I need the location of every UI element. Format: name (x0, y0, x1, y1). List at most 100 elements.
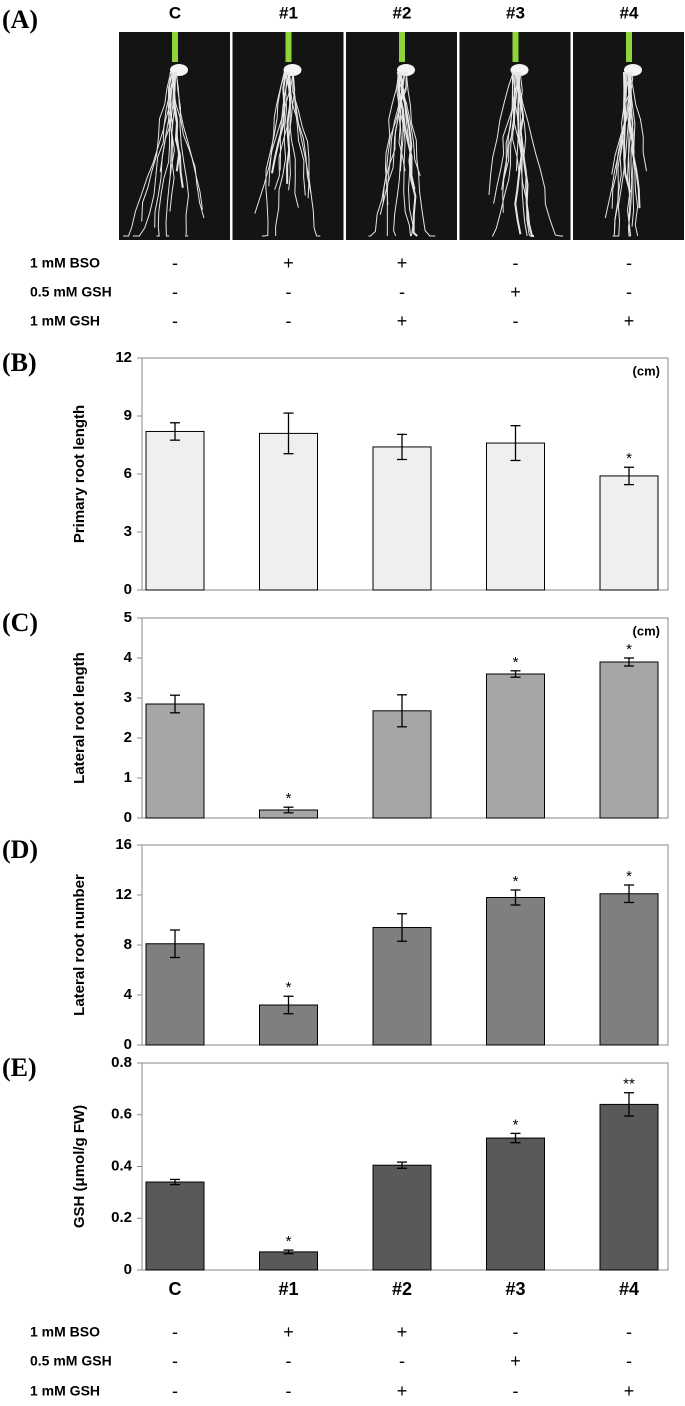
y-tick-label: 12 (115, 886, 132, 903)
bar (599, 475, 659, 591)
y-tick-label: 2 (124, 729, 132, 746)
treatment-mark: + (397, 1381, 408, 1401)
unit-label: (cm) (633, 363, 660, 378)
root (384, 71, 400, 206)
x-tick-label: #1 (278, 1279, 298, 1299)
root (518, 71, 564, 237)
root (168, 71, 173, 175)
root (396, 71, 412, 237)
root (626, 71, 634, 237)
y-tick-label: 5 (124, 609, 132, 626)
root (156, 71, 174, 237)
treatment-mark: - (626, 1351, 632, 1371)
significance-mark: * (286, 979, 292, 996)
x-tick-label: C (169, 1279, 182, 1299)
error-bar (510, 425, 521, 462)
shoot (512, 32, 519, 62)
shoot (285, 32, 292, 62)
y-axis-label: GSH (μmol/g FW) (71, 1105, 88, 1228)
significance-mark: * (513, 654, 519, 671)
significance-mark: * (626, 450, 632, 467)
error-bar (283, 412, 294, 455)
bar (599, 893, 659, 1046)
column-header: C (169, 3, 181, 22)
significance-mark: * (513, 1116, 519, 1133)
y-tick-label: 0.2 (111, 1209, 132, 1226)
bar (372, 446, 432, 591)
y-tick-label: 12 (115, 349, 132, 366)
y-tick-label: 3 (124, 689, 132, 706)
treatment-mark: - (172, 282, 178, 302)
treatment-mark: - (286, 1351, 292, 1371)
significance-mark: * (286, 790, 292, 807)
y-tick-label: 3 (124, 523, 132, 540)
panel-label: (D) (2, 835, 38, 864)
root (488, 71, 514, 195)
error-bar (170, 929, 180, 959)
x-tick-label: #4 (619, 1279, 639, 1299)
treatment-mark: - (513, 1381, 519, 1401)
seed (510, 64, 529, 76)
y-tick-label: 6 (124, 465, 132, 482)
shoot (399, 32, 405, 62)
root (286, 71, 292, 184)
error-bar (170, 422, 180, 441)
treatment-mark: - (286, 282, 292, 302)
root (400, 71, 414, 237)
significance-mark: ** (623, 1076, 635, 1093)
panel-label: (B) (2, 348, 37, 377)
bar (145, 1181, 205, 1271)
bar (372, 710, 432, 819)
significance-mark: * (626, 641, 632, 658)
treatment-mark: - (172, 311, 178, 331)
treatment-mark: - (399, 282, 405, 302)
root (492, 71, 521, 237)
root (405, 71, 436, 237)
error-bar (283, 806, 294, 814)
column-header: #2 (393, 3, 412, 22)
column-header: #1 (279, 3, 298, 22)
column-header: #3 (506, 3, 525, 22)
bar (372, 927, 432, 1046)
root (614, 71, 628, 234)
root (628, 71, 647, 172)
root (154, 71, 177, 228)
root (123, 71, 175, 237)
bar (145, 430, 205, 591)
root (165, 71, 176, 237)
column-header: #4 (620, 3, 639, 22)
error-bar (397, 913, 407, 942)
shoot (626, 32, 632, 62)
root (275, 71, 290, 237)
treatment-name: 1 mM GSH (30, 313, 100, 329)
root (379, 71, 408, 215)
treatment-mark: + (624, 1381, 635, 1401)
treatment-mark: - (172, 1322, 178, 1342)
bar (486, 673, 545, 819)
treatment-mark: - (172, 1351, 178, 1371)
y-tick-label: 9 (124, 407, 132, 424)
treatment-name: 0.5 mM GSH (30, 284, 112, 300)
treatment-mark: - (286, 1381, 292, 1401)
significance-mark: * (286, 1233, 292, 1250)
root (292, 71, 310, 199)
bar (372, 1164, 432, 1271)
root (141, 71, 172, 222)
y-tick-label: 0 (124, 1036, 132, 1053)
significance-mark: * (626, 868, 632, 885)
treatment-mark: - (513, 1322, 519, 1342)
treatment-mark: - (286, 311, 292, 331)
root (611, 71, 633, 209)
bar (486, 897, 545, 1046)
treatment-mark: - (399, 1351, 405, 1371)
error-bar (624, 466, 634, 486)
error-bar (624, 657, 634, 667)
error-bar (283, 1249, 294, 1255)
root (623, 71, 632, 193)
root (274, 71, 292, 190)
error-bar (170, 1178, 180, 1186)
treatment-mark: + (397, 253, 408, 273)
root (393, 71, 406, 237)
root (604, 71, 627, 219)
unit-label: (cm) (633, 623, 660, 638)
